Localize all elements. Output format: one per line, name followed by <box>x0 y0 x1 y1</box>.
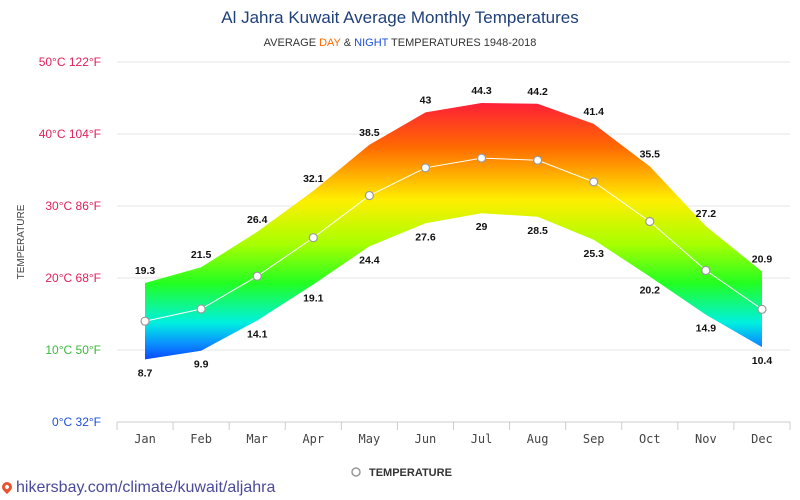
night-value-label: 29 <box>476 221 488 233</box>
legend-label: TEMPERATURE <box>369 467 452 479</box>
average-point[interactable] <box>476 153 487 163</box>
footer-link[interactable]: hikersbay.com/climate/kuwait/aljahra <box>0 479 276 497</box>
day-value-label: 19.3 <box>135 265 156 277</box>
average-point[interactable] <box>252 271 262 281</box>
day-value-label: 32.1 <box>303 173 324 185</box>
x-tick-label: Feb <box>190 432 212 446</box>
footer-url: hikersbay.com/climate/kuwait/aljahra <box>16 479 276 496</box>
legend-marker-icon <box>351 467 361 477</box>
average-point[interactable] <box>589 177 599 187</box>
average-point[interactable] <box>420 163 431 173</box>
average-point[interactable] <box>757 304 767 314</box>
day-value-label: 27.2 <box>696 208 717 220</box>
average-point[interactable] <box>533 155 543 165</box>
y-tick-label: 20°C 68°F <box>45 271 101 285</box>
subtitle-suffix: TEMPERATURES 1948-2018 <box>388 37 536 49</box>
night-value-label: 24.4 <box>359 254 380 266</box>
location-pin-icon <box>0 479 15 495</box>
average-point[interactable] <box>645 216 655 227</box>
night-value-label: 8.7 <box>138 367 153 379</box>
y-tick-label: 30°C 86°F <box>45 199 101 213</box>
x-tick-label: Mar <box>246 432 268 446</box>
night-value-label: 28.5 <box>527 225 548 237</box>
x-tick-label: Apr <box>302 432 324 446</box>
x-tick-label: Aug <box>527 432 549 446</box>
x-tick-label: Oct <box>639 432 661 446</box>
day-value-label: 35.5 <box>640 148 661 160</box>
average-point[interactable] <box>196 304 206 314</box>
subtitle-amp: & <box>341 37 354 49</box>
x-tick-label: May <box>359 432 381 446</box>
y-axis-ticks: 0°C 32°F 10°C 50°F 20°C 68°F 30°C 86°F 40°C … <box>39 55 101 429</box>
day-value-label: 43 <box>420 94 432 106</box>
night-value-label: 14.1 <box>247 328 268 340</box>
chart-title: Al Jahra Kuwait Average Monthly Temperat… <box>221 8 579 27</box>
night-value-label: 27.6 <box>415 231 436 243</box>
x-tick-label: Jun <box>415 432 437 446</box>
y-axis-label: TEMPERATURE <box>16 204 27 279</box>
day-night-area <box>145 103 762 360</box>
day-value-label: 38.5 <box>359 127 380 139</box>
day-value-label: 21.5 <box>191 249 212 261</box>
subtitle-prefix: AVERAGE <box>264 37 319 49</box>
x-axis: Jan Feb Mar Apr May Jun Jul Aug Sep Oct Nov Dec <box>116 421 791 446</box>
average-point[interactable] <box>701 265 711 276</box>
temperature-band <box>145 103 762 360</box>
average-point[interactable] <box>364 190 374 201</box>
x-tick-label: Dec <box>751 432 773 446</box>
x-tick-label: Sep <box>583 432 605 446</box>
data-labels: 19.3 21.5 26.4 32.1 38.5 43 44.3 44.2 41.4 35.5 27… <box>135 85 773 379</box>
x-tick-label: Nov <box>695 432 717 446</box>
subtitle-night: NIGHT <box>354 37 389 49</box>
day-value-label: 26.4 <box>247 214 268 226</box>
average-point[interactable] <box>308 233 318 243</box>
night-value-label: 19.1 <box>303 292 324 304</box>
subtitle-day: DAY <box>319 37 341 49</box>
night-value-label: 10.4 <box>752 355 773 367</box>
y-tick-label: 50°C 122°F <box>39 55 101 69</box>
night-value-label: 25.3 <box>583 248 604 260</box>
night-value-label: 14.9 <box>696 323 717 335</box>
day-value-label: 41.4 <box>583 106 604 118</box>
average-point[interactable] <box>140 316 150 326</box>
x-tick-label: Jan <box>134 432 156 446</box>
night-value-label: 20.2 <box>640 285 661 297</box>
chart-subtitle: AVERAGE DAY & NIGHT TEMPERATURES 1948-20… <box>264 37 537 49</box>
average-line <box>140 153 767 326</box>
night-value-label: 9.9 <box>194 359 209 371</box>
x-tick-label: Jul <box>471 432 493 446</box>
day-value-label: 20.9 <box>752 254 773 266</box>
day-value-label: 44.3 <box>471 85 492 97</box>
legend[interactable]: TEMPERATURE <box>351 467 452 479</box>
day-value-label: 44.2 <box>527 86 548 98</box>
y-tick-label: 40°C 104°F <box>39 127 101 141</box>
average-series-line <box>144 157 763 322</box>
y-tick-label: 10°C 50°F <box>45 343 101 357</box>
y-tick-label: 0°C 32°F <box>52 415 101 429</box>
